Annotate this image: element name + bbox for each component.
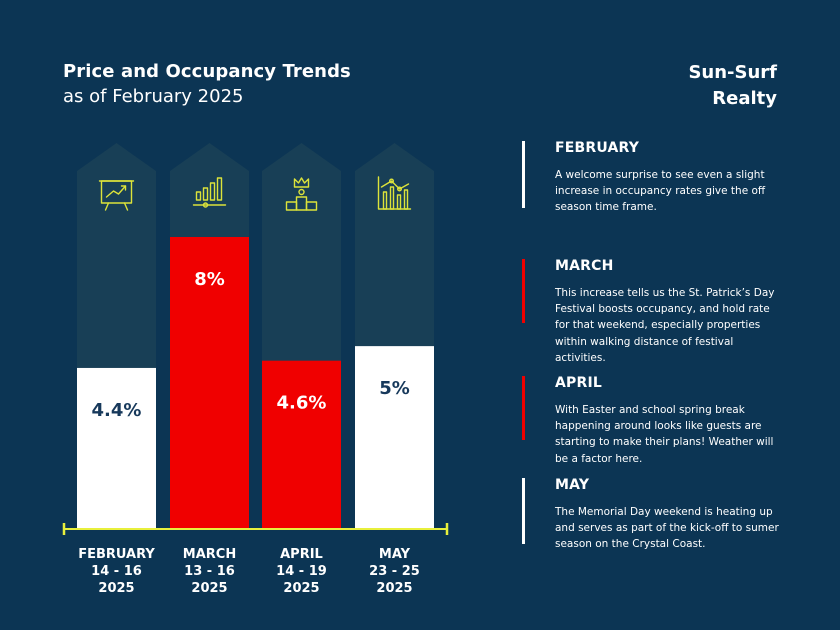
x-tick-label-line: 13 - 16 (184, 564, 235, 579)
x-tick-label-line: 14 - 19 (276, 564, 327, 579)
note-accent-bar (522, 259, 525, 323)
x-tick-label-line: FEBRUARY (78, 547, 155, 562)
bar (170, 237, 249, 528)
note-accent-bar (522, 141, 525, 208)
data-label: 4.6% (277, 393, 327, 414)
chart-trend-icon (377, 176, 412, 210)
note-march: MARCH This increase tells us the St. Pat… (522, 256, 782, 364)
x-tick-label-line: 2025 (98, 581, 135, 596)
note-february: FEBRUARY A welcome surprise to see even … (522, 138, 782, 213)
note-heading: APRIL (555, 375, 603, 391)
bar (77, 367, 156, 528)
bar-group: 8% (170, 143, 249, 528)
x-tick-label: APRIL 14 - 19 2025 (247, 546, 357, 597)
x-tick-label-line: MAY (378, 547, 411, 562)
x-tick-label: FEBRUARY 14 - 16 2025 (62, 546, 172, 597)
note-text: With Easter and school spring break happ… (555, 404, 774, 465)
bar-group: 5% (355, 143, 434, 528)
bar (262, 360, 341, 528)
x-tick-label: MAY 23 - 25 2025 (340, 546, 450, 597)
note-accent-bar (522, 478, 525, 544)
note-text: This increase tells us the St. Patrick’s… (555, 287, 775, 364)
x-tick-label-line: 14 - 16 (91, 564, 142, 579)
note-accent-bar (522, 376, 525, 440)
x-tick-label: MARCH 13 - 16 2025 (155, 546, 265, 597)
note-text: The Memorial Day weekend is heating up a… (555, 506, 779, 551)
x-tick-label-line: 2025 (283, 581, 320, 596)
page-subtitle: as of February 2025 (63, 86, 244, 107)
presentation-chart-icon (98, 180, 135, 211)
data-label: 5% (379, 378, 410, 399)
note-may: MAY The Memorial Day weekend is heating … (522, 475, 782, 550)
note-text: A welcome surprise to see even a slight … (555, 169, 766, 214)
x-tick-label-line: APRIL (280, 547, 323, 562)
bar (355, 346, 434, 528)
note-heading: MAY (555, 477, 590, 493)
page-title: Price and Occupancy Trends (63, 61, 351, 82)
note-april: APRIL With Easter and school spring brea… (522, 373, 782, 465)
data-label: 4.4% (92, 400, 142, 421)
x-tick-label-line: 23 - 25 (369, 564, 420, 579)
x-tick-label-line: 2025 (376, 581, 413, 596)
bar-group: 4.4% (77, 143, 156, 528)
bar-group: 4.6% (262, 143, 341, 528)
header: Price and Occupancy Trends as of Februar… (63, 60, 351, 110)
podium-crown-icon (285, 177, 318, 211)
data-label: 8% (194, 269, 225, 290)
bar-growth-icon (192, 177, 227, 208)
note-heading: FEBRUARY (555, 140, 640, 156)
x-tick-label-line: MARCH (182, 547, 237, 562)
x-tick-label-line: 2025 (191, 581, 228, 596)
note-heading: MARCH (555, 258, 614, 274)
brand-name: Sun-Surf Realty (688, 62, 777, 109)
